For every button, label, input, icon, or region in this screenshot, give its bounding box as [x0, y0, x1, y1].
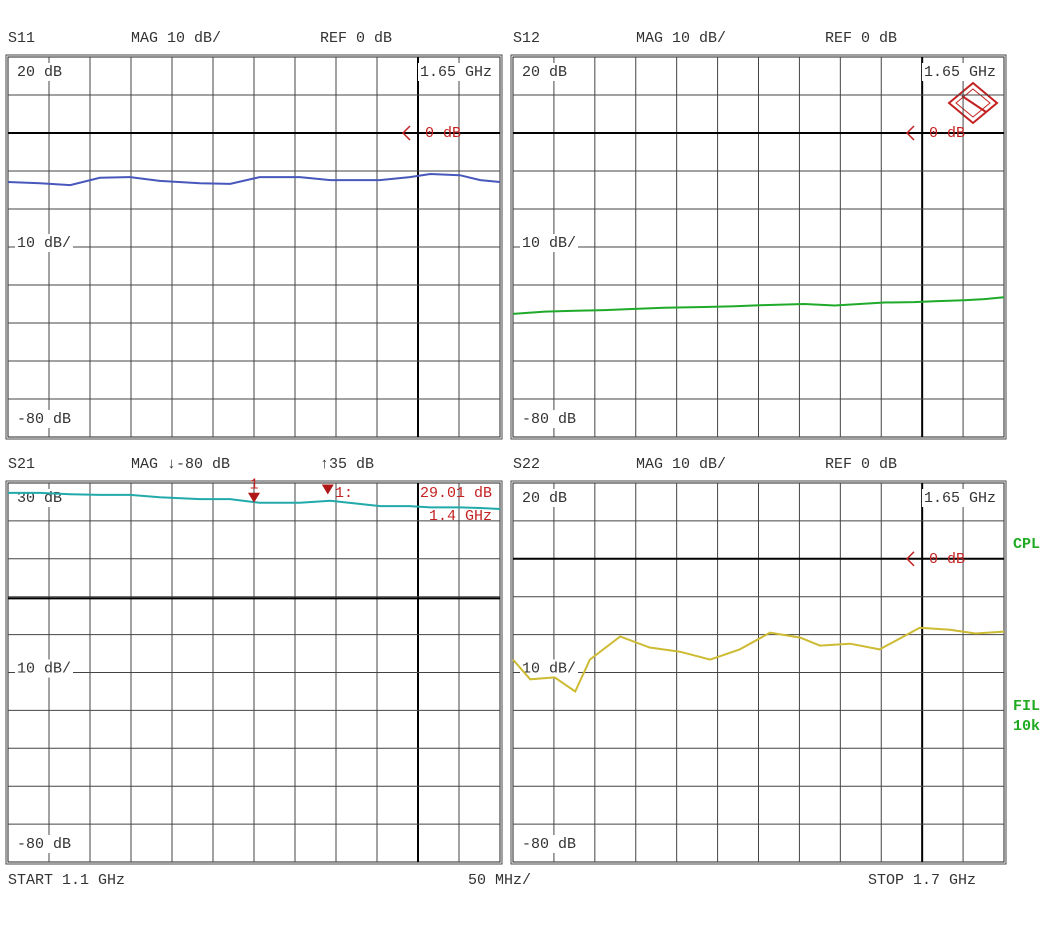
side-label: CPL	[1013, 536, 1040, 553]
panel-header: MAG 10 dB/	[131, 30, 221, 47]
marker-value: 29.01 dB	[420, 485, 492, 502]
top-label: 20 dB	[17, 64, 62, 81]
label-bg	[922, 63, 998, 81]
label-bg	[15, 63, 64, 81]
side-label: FIL	[1013, 698, 1040, 715]
label-bg	[520, 489, 569, 507]
label-bg	[922, 489, 998, 507]
panel-header: MAG ↓-80 dB	[131, 456, 230, 473]
marker-readout: 1:	[335, 485, 353, 502]
side-label: 10k	[1013, 718, 1040, 735]
top-label: 20 dB	[522, 490, 567, 507]
panel-header: REF 0 dB	[320, 30, 392, 47]
label-bg	[15, 234, 73, 252]
ref-arrow	[905, 125, 915, 141]
panel-header: S12	[513, 30, 540, 47]
bottom-label: -80 dB	[17, 836, 71, 853]
panel-header: MAG 10 dB/	[636, 30, 726, 47]
marker	[248, 492, 260, 503]
label-bg	[520, 63, 569, 81]
label-bg	[15, 410, 73, 428]
panel-frame	[510, 54, 1007, 440]
panel-header: S11	[8, 30, 35, 47]
corner-label: 1.65 GHz	[924, 64, 996, 81]
corner-label: 1.65 GHz	[924, 490, 996, 507]
label-bg	[520, 234, 578, 252]
label-bg	[520, 659, 578, 678]
stop-label: STOP 1.7 GHz	[868, 872, 976, 889]
panel-header: REF 0 dB	[825, 456, 897, 473]
mid-label: 10 dB/	[522, 660, 576, 677]
bottom-label: -80 dB	[522, 411, 576, 428]
mid-label: 10 dB/	[17, 660, 71, 677]
marker	[321, 484, 334, 495]
mid-label: 10 dB/	[522, 235, 576, 252]
panel-header: REF 0 dB	[825, 30, 897, 47]
bottom-label: -80 dB	[522, 836, 576, 853]
trace	[512, 626, 1005, 693]
panel-header: ↑35 dB	[320, 456, 374, 473]
marker-number: 1	[249, 477, 258, 494]
logo	[947, 81, 999, 125]
label-bg	[520, 410, 578, 428]
span-label: 50 MHz/	[468, 872, 531, 889]
label-bg	[418, 63, 494, 81]
panel-frame	[510, 480, 1007, 865]
panel-header: S21	[8, 456, 35, 473]
ref-marker: 0 dB	[929, 125, 965, 142]
ref-arrow	[905, 551, 915, 567]
trace	[512, 296, 1005, 315]
label-bg	[15, 659, 73, 678]
top-label: 20 dB	[522, 64, 567, 81]
label-bg	[15, 835, 73, 853]
panel-frame	[5, 480, 503, 865]
marker-freq: 1.4 GHz	[429, 508, 492, 525]
corner-label: 1.65 GHz	[420, 64, 492, 81]
ref-marker: 0 dB	[929, 551, 965, 568]
bottom-label: -80 dB	[17, 411, 71, 428]
panel-header: MAG 10 dB/	[636, 456, 726, 473]
trace	[8, 491, 501, 510]
ref-marker: 0 dB	[425, 125, 461, 142]
mid-label: 10 dB/	[17, 235, 71, 252]
panel-frame	[5, 54, 503, 440]
start-label: START 1.1 GHz	[8, 872, 125, 889]
panel-header: S22	[513, 456, 540, 473]
label-bg	[520, 835, 578, 853]
trace	[7, 172, 501, 187]
ref-arrow	[401, 125, 411, 141]
